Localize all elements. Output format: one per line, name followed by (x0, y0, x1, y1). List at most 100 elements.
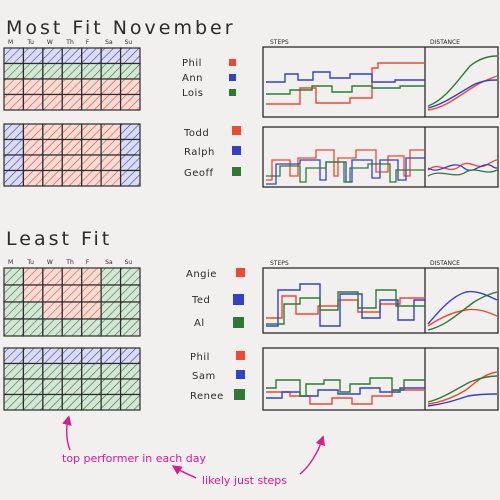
day-cell (119, 284, 141, 303)
legend-swatch (236, 268, 245, 277)
day-cell (42, 169, 63, 187)
legend-group-4: Phil Sam Renee (190, 351, 245, 402)
legend-swatch (232, 146, 241, 155)
steps-header: STEPS (270, 260, 289, 267)
day-cell (81, 378, 102, 396)
steps-line-blue (266, 387, 425, 399)
distance-lines-group-4 (427, 371, 498, 407)
day-cell (42, 123, 63, 141)
legend-swatch (232, 126, 241, 135)
annotation-arrow-top-performer (62, 415, 72, 451)
day-cell (100, 138, 122, 156)
day-cell (3, 318, 25, 337)
day-cell (42, 154, 63, 172)
distance-line-blue (427, 290, 498, 325)
day-header: Tu (26, 39, 34, 46)
day-cell (100, 93, 122, 111)
steps-line-red (266, 295, 425, 319)
day-cell (22, 267, 44, 286)
day-cell (81, 284, 102, 303)
distance-header: DISTANCE (430, 260, 460, 267)
steps-line-green (266, 289, 425, 325)
day-header: Th (65, 259, 74, 266)
day-cell (22, 169, 44, 187)
day-cell (100, 362, 122, 380)
day-cell (81, 123, 102, 141)
distance-line-green (427, 169, 498, 177)
day-cell (100, 267, 122, 286)
legend-name: Sam (192, 371, 216, 382)
day-cell (3, 47, 25, 65)
day-cell (22, 301, 44, 320)
distance-line-blue (427, 79, 498, 109)
day-cell (119, 362, 141, 380)
steps-header: STEPS (270, 39, 289, 46)
day-cell (100, 318, 122, 337)
day-header: Su (125, 259, 133, 266)
day-cell (61, 362, 83, 380)
steps-line-green (266, 377, 425, 397)
day-cell (119, 138, 141, 156)
chart-box-group-4 (262, 347, 499, 411)
day-cell (81, 347, 102, 365)
title-most-fit: Most Fit November (6, 17, 236, 39)
day-cell (61, 93, 83, 111)
day-header: Su (125, 39, 133, 46)
distance-lines-group-3 (427, 290, 498, 331)
day-cell (61, 267, 83, 286)
day-cell (81, 393, 102, 411)
day-cell (42, 267, 63, 286)
legend-name: Todd (183, 128, 209, 139)
day-cell (22, 393, 44, 411)
day-headers-bottom: M Tu W Th F Sa Su (8, 259, 132, 266)
day-cell (81, 267, 102, 286)
day-cell (3, 78, 25, 96)
day-cell (22, 123, 44, 141)
day-cell (81, 318, 102, 337)
steps-line-red (266, 149, 425, 181)
day-cell (61, 78, 83, 96)
distance-line-blue (427, 164, 498, 171)
steps-line-red (266, 62, 425, 105)
day-cell (81, 62, 102, 80)
day-cell (100, 284, 122, 303)
steps-line-green (266, 85, 425, 95)
day-cell (119, 93, 141, 111)
day-cell (22, 78, 44, 96)
legend-swatch (232, 167, 241, 176)
day-cell (42, 138, 63, 156)
day-cell (119, 301, 141, 320)
legend-name: Angie (186, 269, 217, 280)
day-cell (100, 393, 122, 411)
day-cell (119, 378, 141, 396)
steps-line-blue (266, 283, 425, 327)
day-grid-group-3 (3, 267, 141, 337)
day-cell (119, 393, 141, 411)
day-cell (22, 318, 44, 337)
chart-box-group-2 (262, 126, 499, 188)
legend-swatch (229, 89, 236, 96)
day-cell (119, 318, 141, 337)
day-cell (3, 138, 25, 156)
day-cell (42, 78, 63, 96)
day-cell (61, 347, 83, 365)
distance-line-red (427, 75, 498, 111)
day-cell (61, 393, 83, 411)
day-cell (42, 62, 63, 80)
day-cell (3, 123, 25, 141)
day-cell (61, 169, 83, 187)
legend-swatch (233, 294, 244, 305)
day-cell (119, 154, 141, 172)
legend-swatch (236, 351, 245, 360)
legend-swatch (229, 59, 236, 66)
day-cell (22, 154, 44, 172)
day-cell (3, 378, 25, 396)
day-cell (22, 347, 44, 365)
distance-line-green (427, 55, 498, 107)
day-cell (3, 393, 25, 411)
day-cell (42, 393, 63, 411)
day-cell (3, 154, 25, 172)
day-cell (100, 123, 122, 141)
steps-lines-group-1 (266, 62, 425, 105)
day-cell (100, 301, 122, 320)
